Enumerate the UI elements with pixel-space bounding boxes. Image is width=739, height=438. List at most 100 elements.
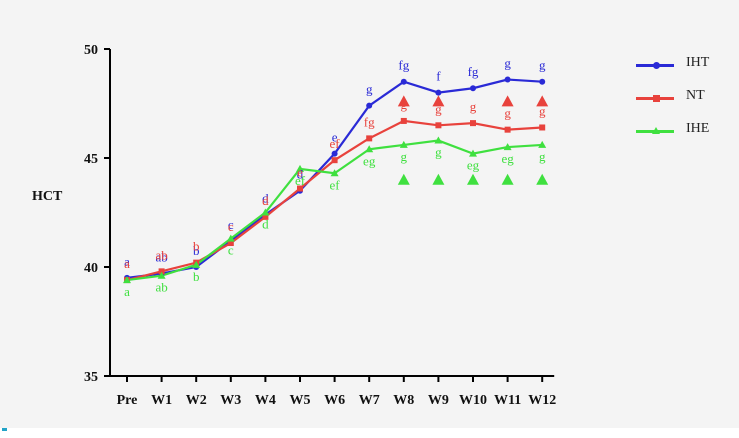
data-point-iht bbox=[435, 89, 442, 96]
data-label-nt: g bbox=[504, 106, 511, 121]
data-label-nt: b bbox=[193, 239, 200, 254]
data-point-ihe bbox=[261, 208, 270, 216]
x-tick-label: W10 bbox=[459, 393, 487, 408]
y-tick-label: 35 bbox=[84, 370, 98, 385]
data-label-iht: g bbox=[539, 58, 546, 73]
data-point-iht bbox=[366, 102, 373, 109]
data-label-nt: c bbox=[228, 219, 234, 234]
data-label-iht: g bbox=[366, 82, 373, 97]
data-point-nt bbox=[262, 213, 269, 220]
legend-label-iht: IHT bbox=[686, 55, 710, 70]
data-label-ihe: eg bbox=[501, 151, 514, 166]
x-tick-label: W1 bbox=[151, 393, 172, 408]
data-point-ihe bbox=[192, 260, 201, 268]
data-label-ihe: ef bbox=[295, 173, 306, 188]
x-tick-label: W6 bbox=[324, 393, 345, 408]
data-label-ihe: d bbox=[262, 217, 269, 232]
x-tick-label: W4 bbox=[255, 393, 276, 408]
green-triangle-marker bbox=[536, 173, 549, 185]
red-triangle-marker bbox=[536, 95, 549, 107]
bottom-strip bbox=[0, 428, 739, 438]
data-label-nt: ef bbox=[330, 136, 341, 151]
legend-label-nt: NT bbox=[686, 88, 705, 103]
data-point-iht bbox=[470, 85, 476, 92]
data-label-ihe: c bbox=[228, 243, 234, 258]
data-point-nt bbox=[539, 124, 546, 131]
data-point-nt bbox=[297, 185, 303, 192]
data-label-ihe: g bbox=[401, 149, 408, 164]
data-label-ihe: g bbox=[539, 149, 546, 164]
data-point-nt bbox=[227, 240, 234, 247]
data-point-ihe bbox=[538, 140, 547, 148]
green-triangle-marker bbox=[432, 173, 445, 185]
data-label-ihe: eg bbox=[467, 158, 480, 173]
significance-markers bbox=[397, 95, 549, 185]
data-label-nt: fg bbox=[364, 114, 375, 129]
data-point-ihe bbox=[434, 136, 443, 144]
data-point-ihe bbox=[226, 234, 235, 242]
x-tick-label: W8 bbox=[393, 393, 414, 408]
green-triangle-marker bbox=[467, 173, 479, 185]
data-label-nt: g bbox=[470, 99, 477, 114]
bottom-accent bbox=[2, 428, 7, 431]
data-point-iht bbox=[504, 76, 511, 83]
data-label-ihe: g bbox=[435, 145, 442, 160]
data-point-ihe bbox=[399, 140, 408, 148]
data-point-nt bbox=[504, 126, 511, 133]
data-label-iht: b bbox=[193, 243, 200, 258]
data-label-nt: g bbox=[435, 101, 442, 116]
x-tick-label: W11 bbox=[494, 393, 521, 408]
data-point-ihe bbox=[330, 169, 339, 177]
data-label-iht: d bbox=[262, 191, 269, 206]
y-axis-label: HCT bbox=[32, 189, 63, 204]
data-point-nt bbox=[158, 268, 165, 275]
data-point-ihe bbox=[365, 145, 374, 153]
legend-label-ihe: IHE bbox=[686, 121, 710, 136]
green-triangle-marker bbox=[397, 173, 410, 185]
y-tick-label: 50 bbox=[84, 43, 98, 58]
x-tick-label: W9 bbox=[428, 393, 449, 408]
legend-square-icon bbox=[653, 95, 660, 102]
data-label-iht: a bbox=[124, 254, 130, 269]
data-label-iht: d bbox=[297, 167, 304, 182]
point-labels: aabbcddegfgffgggaabbcdeeffggggggaabbcdef… bbox=[124, 56, 546, 300]
data-label-iht: e bbox=[332, 130, 338, 145]
data-label-nt: ab bbox=[155, 247, 167, 262]
data-point-iht bbox=[331, 150, 338, 157]
data-point-ihe bbox=[157, 271, 166, 279]
data-point-ihe bbox=[503, 143, 512, 151]
x-tick-label: Pre bbox=[117, 393, 138, 408]
series-markers bbox=[123, 76, 547, 284]
data-point-iht bbox=[539, 78, 546, 85]
data-point-nt bbox=[470, 120, 476, 127]
data-label-ihe: eg bbox=[363, 153, 376, 168]
x-tick-label: W7 bbox=[359, 393, 380, 408]
y-tick-label: 45 bbox=[84, 152, 98, 167]
hct-line-chart: 35 40 45 50 HCT Pre W1 W2 W3 W4 W5 W6 W7 W8 W9 W10 W11 W1… bbox=[32, 43, 556, 408]
data-point-nt bbox=[331, 157, 338, 164]
legend-item-ihe: IHE bbox=[628, 121, 728, 154]
red-triangle-marker bbox=[397, 95, 410, 107]
data-point-ihe bbox=[123, 276, 131, 284]
legend-circle-icon bbox=[653, 62, 660, 69]
legend-triangle-icon bbox=[652, 127, 660, 134]
data-point-nt bbox=[435, 122, 442, 129]
x-tick-label: W5 bbox=[290, 393, 311, 408]
data-label-nt: e bbox=[297, 165, 303, 180]
legend-item-nt: NT bbox=[628, 88, 728, 121]
data-label-iht: f bbox=[436, 69, 441, 84]
x-tick-label: W2 bbox=[186, 393, 207, 408]
data-point-iht bbox=[400, 78, 407, 85]
axes: 35 40 45 50 HCT Pre W1 W2 W3 W4 W5 W6 W7 W8 W9 W10 W11 W1… bbox=[32, 43, 556, 408]
y-tick-label: 40 bbox=[84, 261, 98, 276]
data-point-ihe bbox=[296, 164, 304, 172]
data-point-nt bbox=[366, 135, 373, 142]
data-label-iht: c bbox=[228, 217, 234, 232]
x-tick-label: W3 bbox=[220, 393, 241, 408]
red-triangle-marker bbox=[501, 95, 514, 107]
red-triangle-marker bbox=[432, 95, 445, 107]
data-label-ihe: a bbox=[124, 284, 130, 299]
data-point-ihe bbox=[469, 149, 477, 157]
green-triangle-marker bbox=[501, 173, 514, 185]
legend-item-iht: IHT bbox=[628, 55, 728, 88]
